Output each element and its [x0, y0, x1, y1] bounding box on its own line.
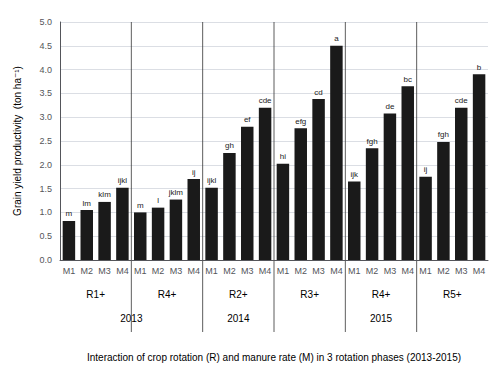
svg-text:ij: ij: [192, 168, 196, 177]
svg-text:b: b: [477, 63, 482, 72]
svg-text:cde: cde: [259, 96, 272, 105]
svg-text:2.0: 2.0: [39, 160, 52, 170]
svg-text:M2: M2: [152, 266, 165, 276]
svg-text:2015: 2015: [370, 313, 393, 324]
svg-text:M3: M3: [384, 266, 397, 276]
svg-text:R4+: R4+: [372, 289, 391, 300]
svg-text:3.0: 3.0: [39, 112, 52, 122]
svg-text:2013: 2013: [120, 313, 143, 324]
svg-text:ijkl: ijkl: [118, 176, 128, 185]
svg-text:ijk: ijk: [350, 170, 359, 179]
svg-text:R4+: R4+: [158, 289, 177, 300]
svg-text:gh: gh: [225, 141, 234, 150]
svg-text:M2: M2: [437, 266, 450, 276]
svg-text:efg: efg: [295, 117, 306, 126]
svg-text:M2: M2: [366, 266, 379, 276]
svg-text:ij: ij: [424, 165, 428, 174]
svg-text:M3: M3: [312, 266, 325, 276]
svg-text:klm: klm: [98, 190, 111, 199]
svg-text:ef: ef: [244, 115, 251, 124]
svg-text:R5+: R5+: [443, 289, 462, 300]
svg-text:0.0: 0.0: [39, 255, 52, 265]
svg-text:Interaction of crop rotation (: Interaction of crop rotation (R) and man…: [87, 352, 461, 363]
svg-text:4.0: 4.0: [39, 65, 52, 75]
svg-text:2.5: 2.5: [39, 136, 52, 146]
svg-text:R1+: R1+: [86, 289, 105, 300]
svg-text:M2: M2: [294, 266, 307, 276]
svg-text:ijkl: ijkl: [207, 176, 217, 185]
svg-text:m: m: [66, 209, 73, 218]
svg-text:M4: M4: [259, 266, 272, 276]
svg-text:3.5: 3.5: [39, 88, 52, 98]
svg-text:M3: M3: [241, 266, 254, 276]
svg-text:M1: M1: [348, 266, 361, 276]
svg-text:cde: cde: [455, 96, 468, 105]
svg-text:M4: M4: [401, 266, 414, 276]
svg-text:R3+: R3+: [300, 289, 319, 300]
svg-text:cd: cd: [314, 88, 322, 97]
svg-text:m: m: [137, 201, 144, 210]
svg-text:R2+: R2+: [229, 289, 248, 300]
svg-text:jklm: jklm: [168, 188, 184, 197]
svg-text:de: de: [385, 102, 394, 111]
svg-text:M4: M4: [473, 266, 486, 276]
svg-text:4.5: 4.5: [39, 41, 52, 51]
svg-text:1.0: 1.0: [39, 207, 52, 217]
svg-text:M1: M1: [419, 266, 432, 276]
svg-text:M2: M2: [223, 266, 236, 276]
svg-text:5.0: 5.0: [39, 17, 52, 27]
svg-text:0.5: 0.5: [39, 231, 52, 241]
svg-text:M1: M1: [205, 266, 218, 276]
svg-text:fgh: fgh: [438, 130, 449, 139]
svg-text:M4: M4: [330, 266, 343, 276]
svg-text:M2: M2: [80, 266, 93, 276]
svg-text:M3: M3: [455, 266, 468, 276]
svg-text:lm: lm: [83, 199, 92, 208]
svg-text:M1: M1: [134, 266, 147, 276]
svg-text:M3: M3: [98, 266, 111, 276]
svg-text:2014: 2014: [227, 313, 250, 324]
svg-text:l: l: [157, 196, 159, 205]
svg-text:fgh: fgh: [367, 137, 378, 146]
svg-text:hi: hi: [280, 152, 286, 161]
svg-text:a: a: [334, 34, 339, 43]
svg-text:M1: M1: [277, 266, 290, 276]
svg-text:M3: M3: [170, 266, 183, 276]
svg-text:1.5: 1.5: [39, 184, 52, 194]
svg-text:M4: M4: [116, 266, 129, 276]
svg-text:bc: bc: [404, 75, 412, 84]
svg-text:M1: M1: [63, 266, 76, 276]
svg-text:Grain yield productivity (ton: Grain yield productivity (ton ha⁻¹): [12, 66, 23, 216]
svg-text:M4: M4: [187, 266, 200, 276]
